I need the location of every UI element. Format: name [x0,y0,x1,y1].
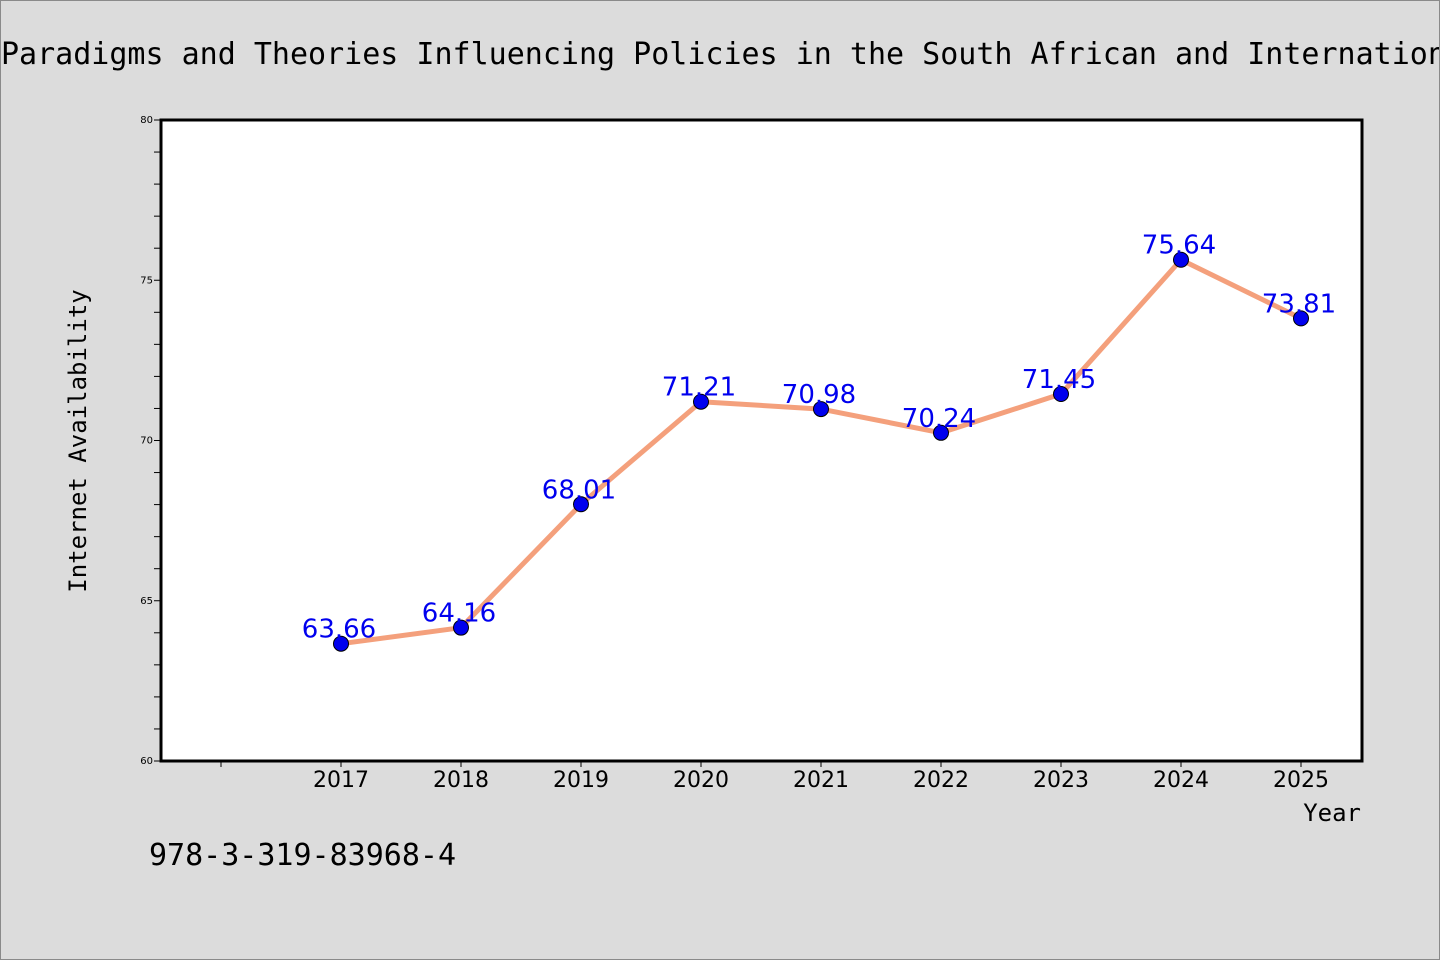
data-point [453,619,469,636]
data-label: 71.21 [662,373,736,403]
y-tick-label: 75 [140,275,153,286]
x-tick-label: 2021 [793,768,849,793]
data-point [573,496,589,513]
data-label: 63.66 [302,615,376,645]
data-label: 75.64 [1142,231,1216,261]
x-tick-label: 2018 [433,768,489,793]
data-label: 73.81 [1262,289,1336,319]
data-point [813,401,829,418]
x-tick-label: 2025 [1273,768,1329,793]
y-tick-label: 60 [140,756,153,767]
data-point [1053,386,1069,403]
x-tick-label: 2023 [1033,768,1089,793]
y-tick-label: 65 [140,596,153,607]
y-tick-label: 70 [140,436,153,447]
y-axis: 60 65 70 75 80 [140,115,161,767]
data-point [933,424,949,441]
data-label: 64.16 [422,599,496,629]
series-internet-availability: 63.66 64.16 68.01 71.21 70.98 70.24 71.45 75.64… [302,231,1336,652]
chart-title: Paradigms and Theories Influencing Polic… [1,37,1439,72]
x-tick-label: 2022 [913,768,969,793]
isbn-text: 978-3-319-83968-4 [149,838,456,873]
data-label: 70.98 [782,380,856,410]
x-axis-label: Year [1303,799,1361,827]
data-label: 70.24 [902,404,976,434]
x-tick-label: 2020 [673,768,729,793]
x-tick-label: 2017 [313,768,369,793]
x-axis: 2017 2018 2019 2020 2021 2022 2023 2024 2025 [220,761,1329,793]
x-tick-label: 2024 [1153,768,1209,793]
data-point [1293,310,1309,327]
data-point [693,393,709,410]
plot-area [159,118,1364,763]
data-label: 71.45 [1022,365,1096,395]
y-axis-label: Internet Availability [64,289,92,592]
data-point [333,635,349,652]
data-label: 68.01 [542,475,616,505]
y-tick-label: 80 [140,115,153,126]
data-point [1173,251,1189,268]
x-tick-label: 2019 [553,768,609,793]
